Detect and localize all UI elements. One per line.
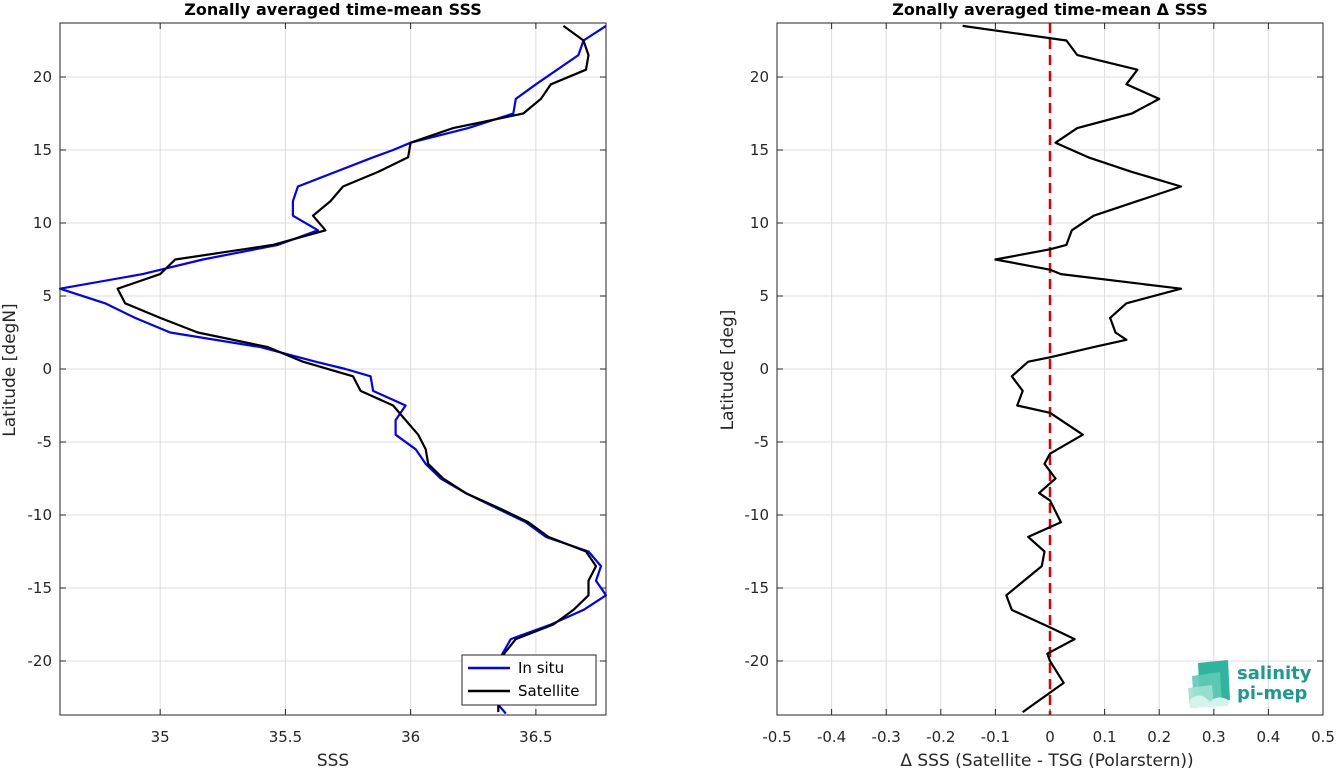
legend: In situ Satellite xyxy=(461,654,597,706)
x-tick-label: 0.5 xyxy=(1311,728,1335,746)
right-y-axis-label: Latitude [deg] xyxy=(718,310,738,431)
y-tick-label: 15 xyxy=(750,141,769,159)
delta-sss-chart: -0.5 -0.4 -0.3 -0.2 -0.1 0 0.1 0.2 0.3 0.4 0.5 -20… xyxy=(718,0,1335,769)
left-y-axis-label: Latitude [degN] xyxy=(0,303,20,436)
y-tick-label: 20 xyxy=(750,68,769,86)
logo-text-line2: pi-mep xyxy=(1237,683,1307,704)
y-tick-label: -20 xyxy=(745,652,770,670)
series-line-delta-sss xyxy=(962,24,1183,713)
left-y-tick-labels: -20 -15 -10 -5 0 5 10 15 20 xyxy=(28,68,53,670)
x-tick-label: -0.4 xyxy=(817,728,846,746)
x-tick-label: 36 xyxy=(401,728,420,746)
salinity-pi-mep-logo: salinity pi-mep xyxy=(1188,660,1312,708)
x-tick-label: -0.1 xyxy=(981,728,1010,746)
legend-label-satellite: Satellite xyxy=(518,682,579,700)
left-x-tick-labels: 35 35.5 36 36.5 xyxy=(151,728,553,746)
x-tick-label: 35.5 xyxy=(269,728,302,746)
legend-label-in-situ: In situ xyxy=(518,659,564,677)
legend-box xyxy=(461,654,597,706)
left-series-group xyxy=(58,24,608,715)
left-chart-title: Zonally averaged time-mean SSS xyxy=(184,0,482,19)
left-plot-frame xyxy=(59,22,607,716)
x-tick-label: -0.2 xyxy=(926,728,955,746)
right-x-tick-labels: -0.5 -0.4 -0.3 -0.2 -0.1 0 0.1 0.2 0.3 0.4 0.5 xyxy=(762,728,1335,746)
logo-text-line1: salinity xyxy=(1237,663,1312,684)
y-tick-label: 0 xyxy=(42,360,52,378)
x-tick-label: 0.1 xyxy=(1093,728,1117,746)
y-tick-label: 10 xyxy=(33,214,52,232)
x-tick-label: -0.3 xyxy=(872,728,901,746)
y-tick-label: 5 xyxy=(759,287,769,305)
x-tick-label: 35 xyxy=(151,728,170,746)
y-tick-label: -15 xyxy=(745,579,770,597)
sss-profile-chart: 35 35.5 36 36.5 -20 -15 -10 -5 0 5 10 15 20 Zonally… xyxy=(0,0,608,769)
y-tick-label: -20 xyxy=(28,652,53,670)
y-tick-label: -10 xyxy=(28,506,53,524)
right-x-axis-label: Δ SSS (Satellite - TSG (Polarstern)) xyxy=(900,751,1193,769)
x-tick-label: 0 xyxy=(1045,728,1055,746)
y-tick-label: 5 xyxy=(42,287,52,305)
series-line-in-situ xyxy=(58,24,608,715)
x-tick-label: 36.5 xyxy=(519,728,552,746)
series-line-satellite xyxy=(116,25,598,713)
right-y-tick-labels: -20 -15 -10 -5 0 5 10 15 20 xyxy=(745,68,770,670)
y-tick-label: 20 xyxy=(33,68,52,86)
right-chart-title: Zonally averaged time-mean Δ SSS xyxy=(892,0,1208,19)
logo-mark-icon xyxy=(1188,660,1230,708)
y-tick-label: 10 xyxy=(750,214,769,232)
left-x-axis-label: SSS xyxy=(317,751,349,769)
x-tick-label: -0.5 xyxy=(762,728,791,746)
y-tick-label: -15 xyxy=(28,579,53,597)
y-tick-label: -5 xyxy=(754,433,769,451)
x-tick-label: 0.3 xyxy=(1202,728,1226,746)
y-tick-label: -5 xyxy=(37,433,52,451)
right-plot-frame xyxy=(776,22,1324,716)
y-tick-label: 15 xyxy=(33,141,52,159)
y-tick-label: -10 xyxy=(745,506,770,524)
y-tick-label: 0 xyxy=(759,360,769,378)
x-tick-label: 0.4 xyxy=(1256,728,1280,746)
right-series-group xyxy=(962,24,1183,713)
x-tick-label: 0.2 xyxy=(1147,728,1171,746)
